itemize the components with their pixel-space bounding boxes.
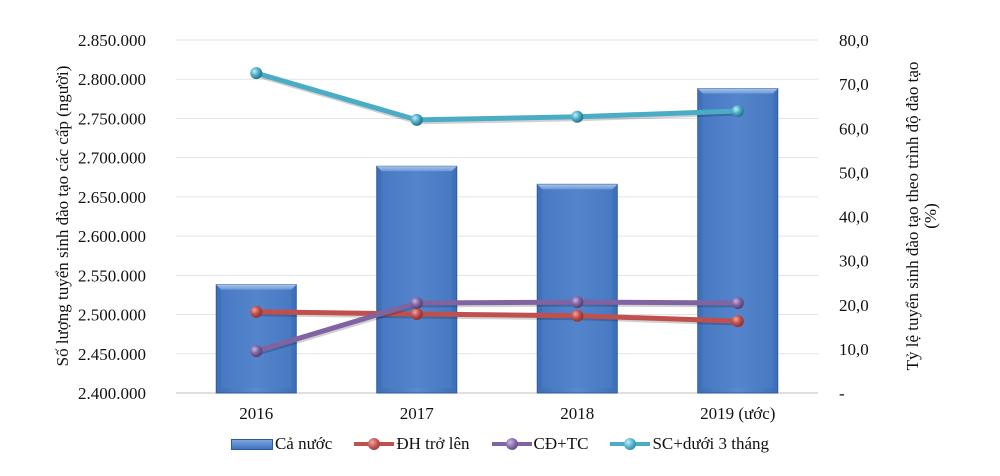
legend-item-sc: SC+dưới 3 tháng: [610, 434, 769, 454]
left-tick-label: 2.700.000: [78, 149, 146, 168]
legend: Cả nước ĐH trở lên CĐ+TC SC+dưới 3 tháng: [0, 434, 1000, 454]
bar-face: [542, 189, 613, 388]
bar: [536, 183, 618, 394]
left-tick-label: 2.550.000: [78, 266, 146, 285]
right-tick-label: -: [839, 384, 845, 403]
right-tick-label: 50,0: [839, 163, 869, 182]
data-point: [410, 113, 423, 126]
data-point: [410, 296, 423, 309]
left-axis-ticks: 2.400.000 2.450.000 2.500.000 2.550.000 2.60…: [78, 31, 146, 403]
data-point: [731, 105, 744, 118]
left-tick-label: 2.400.000: [78, 384, 146, 403]
left-tick-label: 2.750.000: [78, 109, 146, 128]
left-tick-label: 2.600.000: [78, 227, 146, 246]
legend-label: SC+dưới 3 tháng: [652, 434, 770, 453]
right-tick-label: 20,0: [839, 296, 869, 315]
bar: [376, 165, 458, 394]
series-line: [255, 70, 738, 123]
series-line: [255, 299, 738, 354]
legend-item-ca-nuoc: Cả nước: [230, 434, 333, 454]
line-marker-purple-icon: [491, 438, 532, 450]
legend-item-cd-tc: CĐ+TC: [491, 434, 589, 454]
right-tick-label: 80,0: [839, 31, 869, 50]
bar-face: [221, 289, 292, 388]
line-marker-red-icon: [354, 438, 395, 450]
legend-label: ĐH trở lên: [396, 434, 470, 453]
data-point: [250, 67, 263, 80]
x-tick-label: 2019 (ước): [700, 404, 775, 423]
right-tick-label: 30,0: [839, 252, 869, 271]
legend-label: Cả nước: [274, 434, 333, 453]
x-tick-label: 2016: [239, 404, 273, 423]
right-tick-label: 70,0: [839, 75, 869, 94]
right-tick-label: 40,0: [839, 208, 869, 227]
bar-face: [702, 93, 773, 388]
data-point: [731, 315, 744, 328]
data-point: [250, 305, 263, 318]
right-axis-title-line2: (%): [921, 203, 940, 228]
left-tick-label: 2.850.000: [78, 31, 146, 50]
left-axis-title: Số lượng tuyển sinh đào tạo các cấp (ngư…: [53, 66, 72, 367]
legend-item-dh: ĐH trở lên: [354, 434, 470, 454]
bar-bevel: [537, 184, 618, 190]
data-point: [731, 296, 744, 309]
line-marker-cyan-icon: [610, 438, 651, 450]
bar-swatch-icon: [230, 438, 273, 450]
legend-label: CĐ+TC: [533, 434, 589, 453]
data-point: [571, 110, 584, 123]
data-point: [571, 296, 584, 309]
left-tick-label: 2.800.000: [78, 70, 146, 89]
bar-bevel: [216, 284, 297, 290]
bar: [215, 284, 297, 394]
line-series: [250, 67, 744, 358]
left-tick-label: 2.650.000: [78, 188, 146, 207]
right-tick-label: 60,0: [839, 119, 869, 138]
data-point: [410, 308, 423, 321]
data-point: [571, 309, 584, 322]
series-line: [256, 309, 738, 324]
x-axis-ticks: 2016 2017 2018 2019 (ước): [239, 404, 775, 423]
bar-bevel: [376, 166, 457, 172]
bar-bevel: [697, 88, 778, 94]
bar-face: [381, 171, 452, 388]
data-point: [250, 345, 263, 358]
left-tick-label: 2.500.000: [78, 306, 146, 325]
bar-series: [215, 88, 779, 394]
right-tick-label: 10,0: [839, 340, 869, 359]
x-tick-label: 2017: [400, 404, 435, 423]
bar: [697, 88, 779, 394]
right-axis-title-line1: Tỷ lệ tuyển sinh đào tạo theo trình độ đ…: [903, 62, 922, 371]
right-axis-ticks: - 10,0 20,0 30,0 40,0 50,0 60,0 70,0 80,0: [839, 31, 869, 403]
x-tick-label: 2018: [560, 404, 594, 423]
left-tick-label: 2.450.000: [78, 345, 146, 364]
